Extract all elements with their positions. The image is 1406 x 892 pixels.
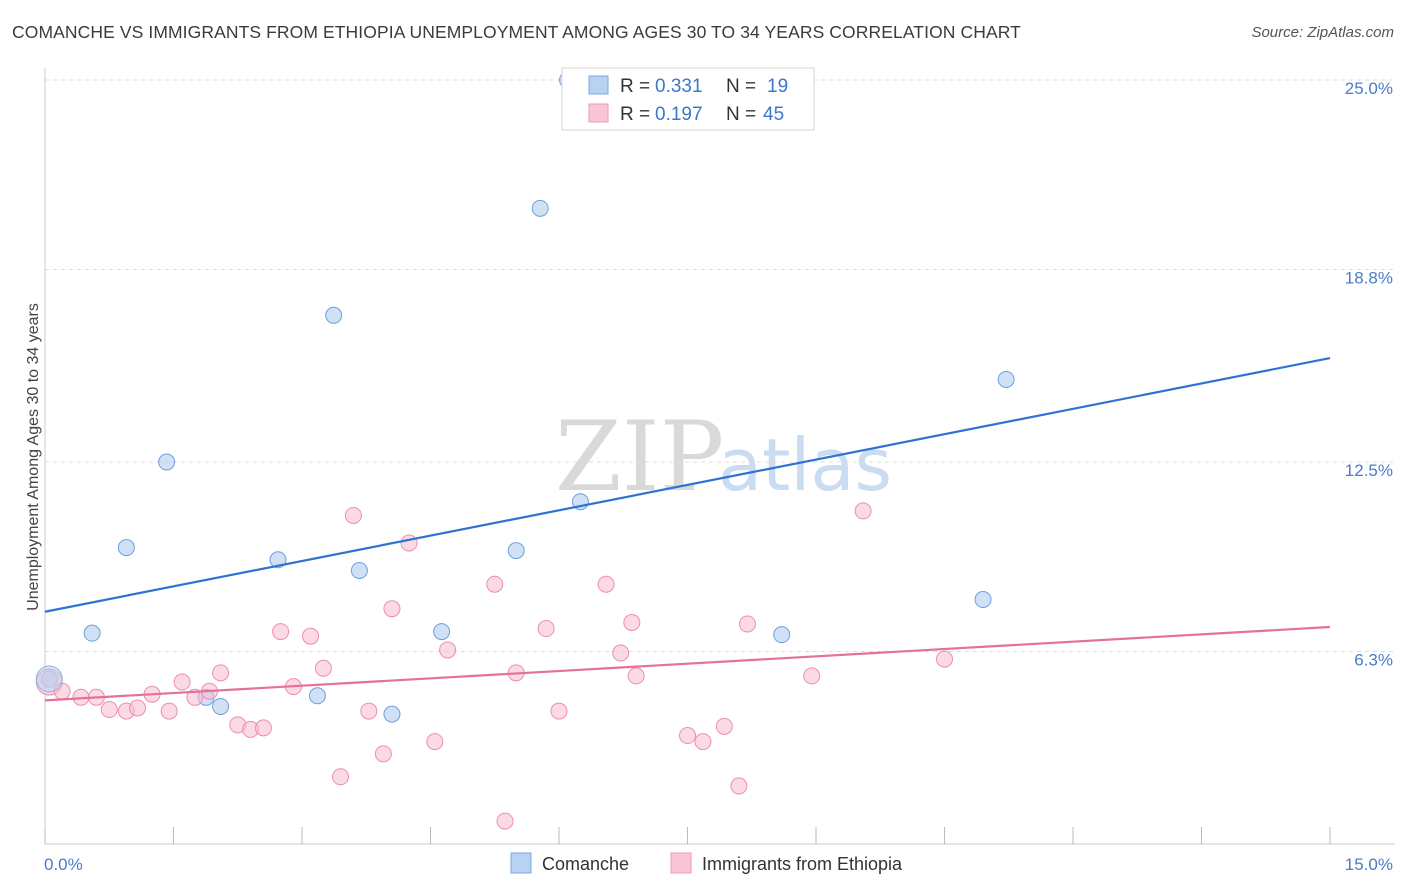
axes (44, 68, 1395, 845)
point-ethiopia-20 (332, 768, 350, 786)
legend-r-label-2: R = (620, 104, 650, 125)
point-ethiopia-8 (160, 702, 178, 720)
legend-swatch-comanche (588, 75, 609, 95)
point-ethiopia-42 (803, 667, 821, 685)
point-ethiopia-40 (730, 777, 748, 795)
watermark-atlas: atlas (718, 423, 892, 507)
y-tick-label-3: 25.0% (1345, 79, 1393, 98)
point-ethiopia-34 (612, 644, 630, 662)
point-ethiopia-38 (694, 733, 712, 751)
bottom-legend-label-ethiopia: Immigrants from Ethiopia (702, 854, 903, 874)
trend-lines (44, 357, 1331, 702)
point-ethiopia-27 (439, 641, 457, 659)
point-comanche-8 (325, 306, 343, 324)
point-ethiopia-37 (679, 727, 696, 745)
legend-n-value-1: 19 (767, 76, 788, 97)
point-comanche-6 (269, 551, 287, 569)
point-comanche-11 (433, 623, 451, 641)
point-ethiopia-10 (186, 688, 204, 706)
point-comanche-7 (308, 687, 326, 705)
point-ethiopia-23 (374, 745, 392, 763)
point-ethiopia-22 (360, 702, 378, 720)
legend-r-label-1: R = (620, 76, 650, 97)
point-ethiopia-25 (400, 534, 418, 552)
bottom-legend-label-comanche: Comanche (542, 854, 629, 874)
y-tick-label-0: 6.3% (1354, 650, 1393, 669)
point-ethiopia-31 (537, 620, 555, 638)
point-ethiopia-16 (272, 623, 290, 641)
point-comanche-1 (83, 624, 101, 642)
point-ethiopia-18 (302, 627, 320, 645)
point-comanche-16 (974, 591, 992, 609)
source-label: Source: ZipAtlas.com (1251, 24, 1394, 41)
legend-n-label-1: N = (726, 76, 756, 97)
legend-swatch-ethiopia (588, 103, 609, 123)
y-tick-labels: 6.3% 12.5% 18.8% 25.0% (1345, 79, 1393, 669)
point-comanche-5 (212, 697, 230, 715)
chart-title: COMANCHE VS IMMIGRANTS FROM ETHIOPIA UNE… (12, 22, 1021, 42)
legend-r-value-2: 0.197 (655, 104, 703, 125)
point-ethiopia-32 (550, 702, 568, 720)
point-ethiopia-41 (738, 615, 756, 633)
point-comanche-2 (117, 539, 135, 557)
trend-line-comanche (44, 357, 1331, 613)
point-ethiopia-39 (715, 717, 733, 735)
point-ethiopia-44 (936, 650, 953, 668)
x-tick-label-min: 0.0% (44, 855, 83, 874)
y-tick-label-1: 12.5% (1345, 461, 1393, 480)
bottom-legend-swatch-comanche (510, 852, 532, 874)
legend-r-value-1: 0.331 (655, 76, 703, 97)
point-ethiopia-4 (100, 701, 118, 719)
data-points (35, 71, 1015, 830)
gridlines (45, 79, 1395, 652)
point-ethiopia-26 (426, 733, 444, 751)
point-ethiopia-28 (486, 575, 504, 593)
point-ethiopia-15 (254, 719, 272, 737)
point-ethiopia-19 (314, 659, 332, 677)
bottom-legend-swatch-ethiopia (670, 852, 692, 874)
point-comanche-10 (383, 705, 401, 723)
point-ethiopia-29 (496, 812, 514, 830)
point-comanche-17 (997, 370, 1015, 388)
trend-line-ethiopia (44, 625, 1331, 702)
legend-n-value-2: 45 (763, 104, 784, 125)
point-ethiopia-12 (212, 664, 230, 682)
point-comanche-12 (507, 542, 525, 560)
x-tick-label-max: 15.0% (1345, 855, 1393, 874)
point-ethiopia-9 (173, 673, 191, 691)
y-axis-label: Unemployment Among Ages 30 to 34 years (25, 303, 42, 611)
y-tick-label-2: 18.8% (1345, 268, 1393, 287)
point-comanche-3 (158, 453, 176, 471)
point-comanche-15 (773, 626, 791, 644)
point-ethiopia-24 (383, 600, 401, 618)
point-ethiopia-21 (344, 506, 362, 524)
series-legend: Comanche Immigrants from Ethiopia (510, 852, 903, 874)
point-comanche-9 (350, 561, 368, 579)
legend-n-label-2: N = (726, 104, 756, 125)
point-ethiopia-33 (597, 575, 615, 593)
point-ethiopia-6 (129, 699, 147, 717)
point-ethiopia-43 (854, 502, 872, 520)
stats-legend: R = 0.331 N = 19 R = 0.197 N = 45 (561, 67, 815, 131)
point-ethiopia-36 (627, 667, 645, 685)
point-ethiopia-35 (623, 613, 641, 631)
point-comanche-13 (531, 199, 549, 217)
point-comanche-large (35, 665, 63, 693)
